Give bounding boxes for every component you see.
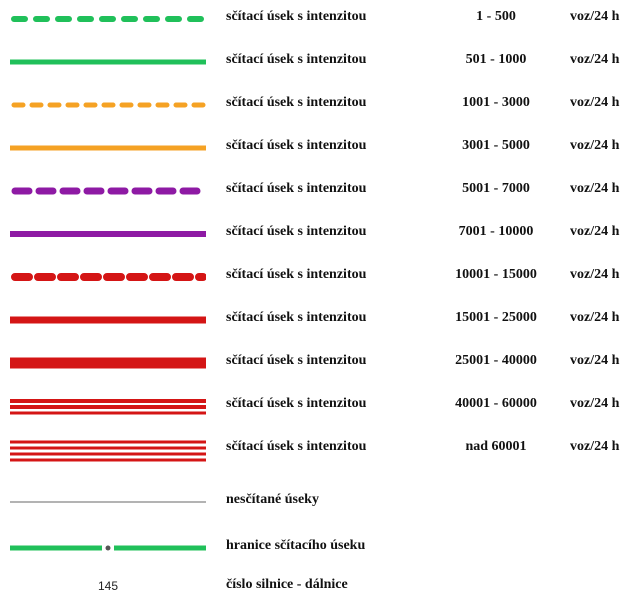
- road-number-sample: 145: [97, 579, 119, 593]
- red-triple-line-icon: [10, 440, 206, 462]
- legend-label: sčítací úsek s intenzitou: [226, 95, 367, 110]
- red-dashed-line-icon: [11, 273, 206, 281]
- intensity-unit: voz/24 h: [570, 138, 620, 153]
- legend-label: sčítací úsek s intenzitou: [226, 353, 367, 368]
- legend-row: sčítací úsek s intenzitou 3001 - 5000 vo…: [0, 135, 642, 161]
- orange-dashed-line-icon: [11, 102, 206, 108]
- legend-label: sčítací úsek s intenzitou: [226, 138, 367, 153]
- green-solid-line-icon: [10, 59, 206, 65]
- legend-row: sčítací úsek s intenzitou 15001 - 25000 …: [0, 307, 642, 333]
- intensity-unit: voz/24 h: [570, 439, 620, 454]
- intensity-unit: voz/24 h: [570, 353, 620, 368]
- intensity-unit: voz/24 h: [570, 52, 620, 67]
- intensity-range: 501 - 1000: [465, 52, 527, 67]
- intensity-range: 25001 - 40000: [455, 353, 537, 368]
- legend-label: sčítací úsek s intenzitou: [226, 9, 367, 24]
- intensity-unit: voz/24 h: [570, 9, 620, 24]
- gray-thin-line-icon: [10, 501, 206, 503]
- intensity-range: 1 - 500: [476, 9, 516, 24]
- legend-row: nesčítané úseky: [0, 489, 642, 515]
- intensity-unit: voz/24 h: [570, 95, 620, 110]
- legend-row: sčítací úsek s intenzitou nad 60001 voz/…: [0, 436, 642, 462]
- green-dashed-line-icon: [11, 16, 206, 22]
- legend-row: sčítací úsek s intenzitou 7001 - 10000 v…: [0, 221, 642, 247]
- intensity-range: 40001 - 60000: [455, 396, 537, 411]
- intensity-range: nad 60001: [465, 439, 527, 454]
- intensity-unit: voz/24 h: [570, 267, 620, 282]
- legend-row: sčítací úsek s intenzitou 1 - 500 voz/24…: [0, 6, 642, 32]
- legend-label: sčítací úsek s intenzitou: [226, 439, 367, 454]
- intensity-range: 10001 - 15000: [455, 267, 537, 282]
- intensity-range: 1001 - 3000: [462, 95, 530, 110]
- intensity-range: 5001 - 7000: [462, 181, 530, 196]
- legend-row: hranice sčítacího úseku: [0, 535, 642, 561]
- section-boundary-icon: [10, 545, 206, 551]
- intensity-range: 15001 - 25000: [455, 310, 537, 325]
- legend-label: sčítací úsek s intenzitou: [226, 181, 367, 196]
- red-double-line-icon: [10, 399, 206, 415]
- red-solid-line-icon: [10, 316, 206, 324]
- legend-label: nesčítané úseky: [226, 492, 319, 507]
- legend-row: 145 číslo silnice - dálnice: [0, 574, 642, 600]
- legend-row: sčítací úsek s intenzitou 5001 - 7000 vo…: [0, 178, 642, 204]
- purple-dashed-line-icon: [11, 187, 206, 195]
- legend-label: sčítací úsek s intenzitou: [226, 310, 367, 325]
- legend-row: sčítací úsek s intenzitou 25001 - 40000 …: [0, 350, 642, 376]
- legend-row: sčítací úsek s intenzitou 1001 - 3000 vo…: [0, 92, 642, 118]
- legend-row: sčítací úsek s intenzitou 40001 - 60000 …: [0, 393, 642, 419]
- legend-label: sčítací úsek s intenzitou: [226, 52, 367, 67]
- legend-row: sčítací úsek s intenzitou 10001 - 15000 …: [0, 264, 642, 290]
- legend-row: sčítací úsek s intenzitou 501 - 1000 voz…: [0, 49, 642, 75]
- legend-label: hranice sčítacího úseku: [226, 538, 366, 553]
- red-thick-line-icon: [10, 357, 206, 369]
- intensity-range: 7001 - 10000: [458, 224, 534, 239]
- intensity-unit: voz/24 h: [570, 181, 620, 196]
- intensity-unit: voz/24 h: [570, 224, 620, 239]
- legend-label: sčítací úsek s intenzitou: [226, 267, 367, 282]
- legend-label: číslo silnice - dálnice: [226, 577, 348, 592]
- legend-label: sčítací úsek s intenzitou: [226, 396, 367, 411]
- intensity-range: 3001 - 5000: [462, 138, 530, 153]
- intensity-unit: voz/24 h: [570, 396, 620, 411]
- legend-label: sčítací úsek s intenzitou: [226, 224, 367, 239]
- purple-solid-line-icon: [10, 231, 206, 237]
- intensity-unit: voz/24 h: [570, 310, 620, 325]
- orange-solid-line-icon: [10, 145, 206, 151]
